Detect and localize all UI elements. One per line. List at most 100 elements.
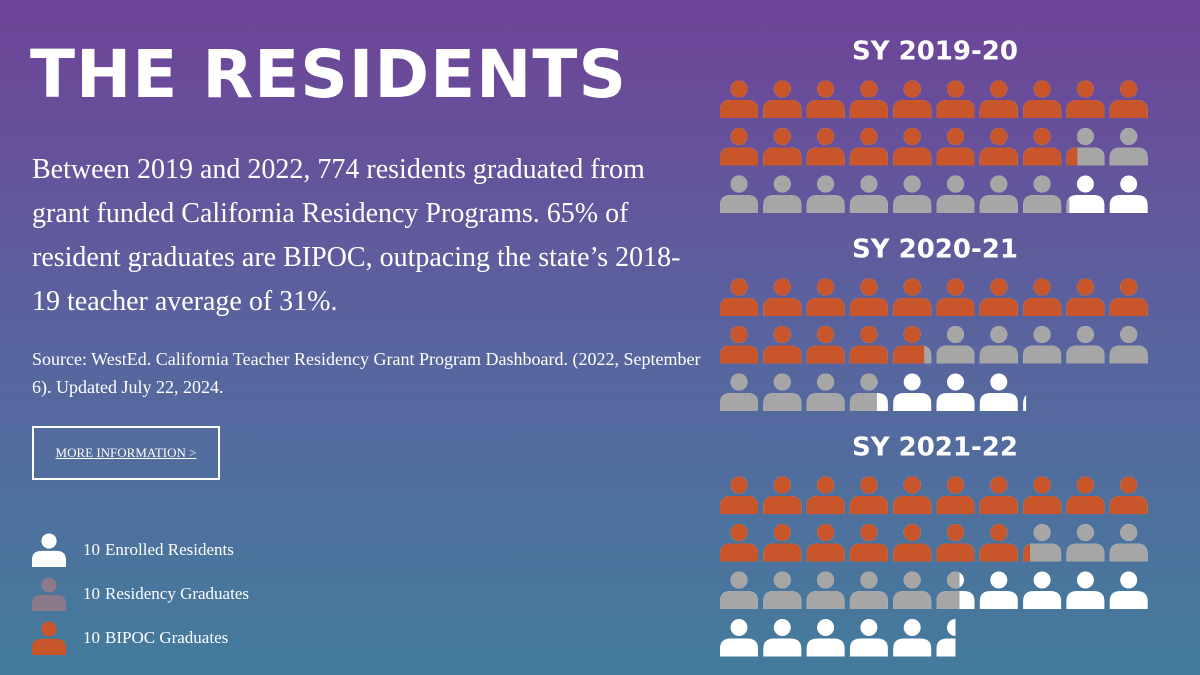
person-icon <box>979 128 1018 166</box>
person-icon <box>893 476 932 514</box>
person-icon <box>936 476 975 514</box>
person-icon <box>720 326 758 364</box>
person-icon <box>849 571 888 609</box>
person-icon <box>763 80 802 118</box>
category-title: SY 2019-20 <box>852 37 1018 67</box>
legend-icon <box>32 577 66 611</box>
person-icon <box>849 278 888 316</box>
person-icon <box>1066 326 1105 364</box>
person-icon <box>893 278 932 316</box>
person-icon <box>806 326 845 364</box>
person-icon <box>806 278 845 316</box>
legend-name: Residency Graduates <box>105 584 249 603</box>
person-icon <box>979 476 1018 514</box>
person-icon <box>720 524 758 562</box>
person-icon <box>763 326 802 364</box>
person-icon <box>936 373 975 411</box>
person-icon <box>1066 571 1105 609</box>
legend-unit: 10 <box>83 628 100 647</box>
person-icon <box>1066 524 1105 562</box>
person-icon <box>763 175 802 213</box>
person-icon <box>806 128 845 166</box>
person-icon <box>849 524 888 562</box>
source-note: Source: WestEd. California Teacher Resid… <box>32 349 701 397</box>
category-title: SY 2021-22 <box>852 433 1018 463</box>
person-icon <box>806 524 845 562</box>
description: Between 2019 and 2022, 774 residents gra… <box>32 154 681 317</box>
person-icon <box>849 619 888 657</box>
person-icon <box>763 128 802 166</box>
person-icon <box>1109 524 1148 562</box>
person-icon <box>720 175 758 213</box>
person-icon <box>763 619 802 657</box>
person-icon <box>1023 175 1062 213</box>
person-icon <box>893 80 932 118</box>
person-icon <box>1023 326 1062 364</box>
person-icon <box>720 476 758 514</box>
legend-unit: 10 <box>83 584 100 603</box>
person-icon <box>979 326 1018 364</box>
legend-icon <box>32 621 66 655</box>
person-icon <box>849 175 888 213</box>
person-icon <box>720 373 758 411</box>
legend-label: 10 BIPOC Graduates <box>83 628 228 647</box>
person-icon <box>936 619 956 657</box>
person-icon <box>893 619 932 657</box>
person-icon <box>979 524 1018 562</box>
person-icon <box>806 476 845 514</box>
person-icon <box>1109 571 1148 609</box>
legend-name: BIPOC Graduates <box>105 628 228 647</box>
person-icon <box>806 80 845 118</box>
person-icon <box>1023 571 1062 609</box>
person-icon <box>720 619 758 657</box>
person-icon <box>893 373 932 411</box>
person-icon <box>1109 175 1148 213</box>
person-icon <box>763 571 802 609</box>
person-icon <box>1109 326 1148 364</box>
person-icon <box>1023 80 1062 118</box>
person-icon <box>936 128 975 166</box>
person-icon <box>1109 128 1148 166</box>
person-icon <box>763 524 802 562</box>
person-icon <box>936 175 975 213</box>
person-icon <box>1023 278 1062 316</box>
person-icon <box>1109 476 1148 514</box>
person-icon <box>1066 80 1105 118</box>
person-icon <box>979 571 1018 609</box>
person-icon <box>893 524 932 562</box>
person-icon <box>806 373 845 411</box>
person-icon <box>979 373 1018 411</box>
person-icon <box>806 571 845 609</box>
person-icon <box>893 128 932 166</box>
person-icon <box>763 476 802 514</box>
person-icon <box>849 326 888 364</box>
legend-name: Enrolled Residents <box>105 540 234 559</box>
person-icon <box>763 373 802 411</box>
page-title: THE RESIDENTS <box>30 36 627 113</box>
person-icon <box>849 128 888 166</box>
person-icon <box>893 571 932 609</box>
category-title: SY 2020-21 <box>852 235 1018 265</box>
person-icon <box>979 175 1018 213</box>
person-icon <box>936 326 975 364</box>
person-icon <box>1066 175 1105 213</box>
person-icon <box>720 278 758 316</box>
person-icon <box>1109 278 1148 316</box>
more-info-button[interactable]: MORE INFORMATION > <box>32 426 220 480</box>
person-icon <box>1023 476 1062 514</box>
person-icon <box>720 80 758 118</box>
person-icon <box>806 619 845 657</box>
legend-icon <box>32 533 66 567</box>
person-icon <box>979 80 1018 118</box>
person-icon <box>893 175 932 213</box>
person-icon <box>849 476 888 514</box>
legend-label: 10 Enrolled Residents <box>83 540 234 559</box>
person-icon <box>1023 373 1027 411</box>
person-icon <box>1023 128 1062 166</box>
person-icon <box>720 128 758 166</box>
person-icon <box>763 278 802 316</box>
person-icon <box>936 80 975 118</box>
person-icon <box>936 524 975 562</box>
